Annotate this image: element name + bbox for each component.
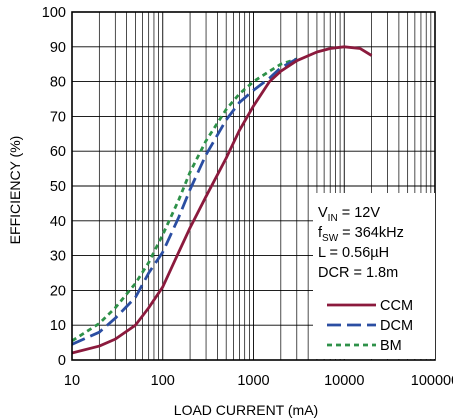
x-tick-label: 100000	[411, 373, 453, 389]
x-axis-label: LOAD CURRENT (mA)	[174, 402, 318, 418]
series-lines	[71, 45, 373, 355]
x-tick-label: 100	[151, 373, 175, 389]
plot-frame	[71, 11, 436, 361]
series-line-bm	[71, 57, 298, 343]
y-axis-label: EFFICIENCY (%)	[7, 136, 23, 245]
y-tick-label: 10	[50, 318, 66, 334]
legend-label-bm: BM	[380, 338, 402, 354]
tick-labels: 0 10 20 30 40 50 60 70 80 90 100 10 100 1000 10000 1000…	[42, 5, 453, 389]
y-tick-label: 0	[58, 353, 66, 369]
annotation-line: DCR = 1.8m	[318, 265, 398, 281]
legend: CCM DCM BM	[327, 298, 413, 354]
y-tick-label: 30	[50, 249, 66, 265]
y-tick-label: 80	[50, 75, 66, 91]
y-tick-label: 70	[50, 109, 66, 125]
y-tick-label: 50	[50, 179, 66, 195]
series-line-dcm	[71, 57, 298, 346]
annotation-line: fSW = 364kHz	[318, 225, 404, 244]
y-tick-label: 100	[42, 5, 66, 21]
legend-label-ccm: CCM	[380, 298, 413, 314]
y-tick-label: 60	[50, 144, 66, 160]
x-tick-label: 10000	[324, 373, 364, 389]
series-line-ccm	[71, 45, 373, 355]
y-tick-label: 20	[50, 283, 66, 299]
x-tick-label: 1000	[237, 373, 269, 389]
y-tick-label: 40	[50, 214, 66, 230]
annotation-line: L = 0.56µH	[318, 245, 389, 261]
x-tick-label: 10	[64, 373, 80, 389]
annotation-line: VIN = 12V	[318, 205, 380, 224]
legend-label-dcm: DCM	[380, 318, 413, 334]
y-tick-label: 90	[50, 40, 66, 56]
